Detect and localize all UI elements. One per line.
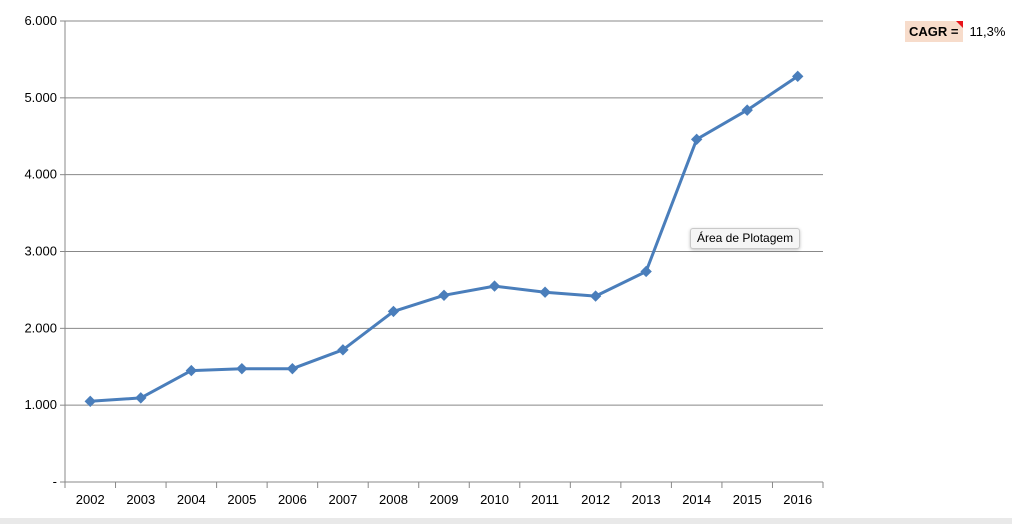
x-tick-label: 2003 [126, 492, 155, 507]
data-point-diamond[interactable] [488, 280, 501, 292]
data-point-diamond[interactable] [589, 290, 602, 302]
x-tick-label: 2011 [531, 492, 559, 507]
data-point-diamond[interactable] [236, 362, 248, 375]
y-tick-label: - [53, 474, 57, 489]
cagr-annotation: CAGR = 11,3% [905, 20, 1005, 42]
data-point-diamond[interactable] [337, 344, 349, 356]
y-tick-label: 4.000 [24, 167, 57, 182]
x-tick-label: 2007 [328, 492, 357, 507]
data-point-diamond[interactable] [640, 265, 652, 278]
x-tick-label: 2014 [682, 492, 711, 507]
cagr-label-cell[interactable]: CAGR = [905, 20, 964, 42]
cagr-value: 11,3% [969, 23, 1006, 39]
x-tick-label: 2012 [581, 492, 610, 507]
x-tick-label: 2010 [480, 492, 509, 507]
x-tick-label: 2013 [632, 492, 661, 507]
x-tick-label: 2009 [430, 492, 459, 507]
x-tick-label: 2016 [783, 492, 812, 507]
gridlines [65, 20, 823, 406]
y-tick-label: 1.000 [24, 397, 57, 412]
x-tick-label: 2004 [177, 492, 206, 507]
data-series [84, 70, 804, 408]
data-point-diamond[interactable] [185, 364, 198, 377]
plot-area-tooltip: Área de Plotagem [690, 228, 801, 249]
y-tick-label: 5.000 [24, 90, 57, 105]
y-tick-label: 3.000 [24, 244, 57, 259]
y-tick-labels: - 1.000 2.000 3.000 4.000 5.000 6.000 [24, 13, 57, 489]
data-point-diamond[interactable] [741, 104, 753, 116]
x-tick-label: 2008 [379, 492, 408, 507]
data-point-diamond[interactable] [792, 70, 804, 83]
data-point-diamond[interactable] [286, 362, 299, 375]
x-tick-label: 2005 [227, 492, 256, 507]
axes [60, 20, 824, 488]
x-tick-label: 2015 [733, 492, 762, 507]
comment-indicator-icon [956, 20, 964, 28]
cagr-label: CAGR = [909, 23, 959, 39]
x-tick-label: 2006 [278, 492, 307, 507]
data-point-diamond[interactable] [387, 305, 400, 318]
data-point-diamond[interactable] [135, 392, 147, 404]
data-point-diamond[interactable] [539, 286, 551, 298]
y-tick-label: 2.000 [24, 320, 57, 335]
y-tick-label: 6.000 [24, 13, 57, 28]
x-tick-labels: 2002 2003 2004 2005 2006 2007 2008 2009 2010 2011… [76, 492, 812, 507]
x-tick-label: 2002 [76, 492, 105, 507]
sheet-bottom-strip [0, 518, 1012, 524]
data-point-diamond[interactable] [438, 289, 450, 302]
data-point-diamond[interactable] [690, 133, 703, 146]
data-point-diamond[interactable] [84, 395, 96, 408]
